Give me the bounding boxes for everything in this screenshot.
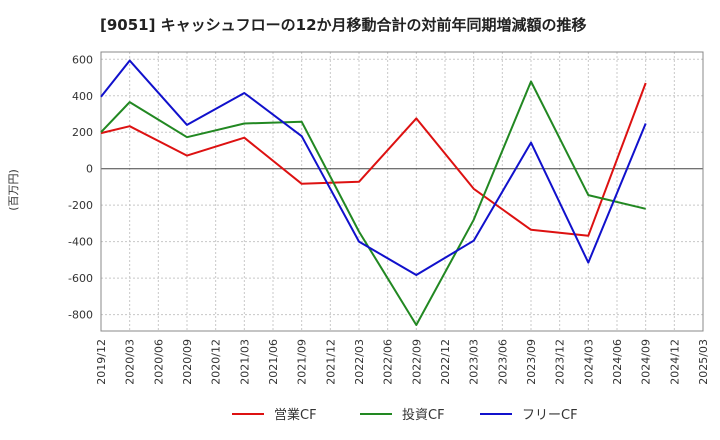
y-tick-label: 200	[72, 126, 93, 139]
x-tick-label: 2020/06	[152, 339, 165, 385]
y-tick-labels: 600 400 200 0 -200 -400 -600 -800	[68, 53, 93, 321]
x-tick-label: 2019/12	[95, 339, 108, 385]
y-tick-label: -800	[68, 309, 93, 322]
axes	[100, 51, 704, 332]
x-tick-label: 2024/03	[582, 339, 595, 385]
series-line-1	[100, 82, 647, 237]
y-tick-label: -200	[68, 199, 93, 212]
chart-title: [9051] キャッシュフローの12か月移動合計の対前年同期増減額の推移	[100, 16, 587, 34]
plot-frame	[100, 51, 704, 332]
x-tick-label: 2023/03	[468, 339, 481, 385]
x-tick-labels: 2019/12 2020/03 2020/06 2020/09 2020/12 2021/…	[95, 339, 710, 385]
x-tick-label: 2022/09	[410, 339, 423, 385]
x-tick-label: 2021/03	[238, 339, 251, 385]
grid-lines	[100, 52, 704, 331]
x-tick-label: 2024/12	[668, 339, 681, 385]
x-tick-label: 2025/03	[697, 339, 710, 385]
x-tick-label: 2020/12	[210, 339, 223, 385]
x-tick-label: 2023/09	[525, 339, 538, 385]
legend-label: フリーCF	[522, 408, 578, 423]
x-tick-label: 2024/09	[640, 339, 653, 385]
x-tick-label: 2021/09	[296, 339, 309, 385]
plot-area	[101, 52, 703, 331]
x-tick-label: 2020/03	[124, 339, 137, 385]
x-tick-label: 2022/12	[439, 339, 452, 385]
y-axis-label: (百万円)	[7, 169, 20, 211]
y-tick-label: 400	[72, 90, 93, 103]
y-tick-label: 600	[72, 53, 93, 66]
series-lines	[100, 59, 647, 326]
series-line-3	[100, 59, 647, 276]
x-tick-label: 2022/06	[382, 339, 395, 385]
x-tick-label: 2022/03	[353, 339, 366, 385]
y-tick-label: -600	[68, 272, 93, 285]
x-tick-label: 2024/06	[611, 339, 624, 385]
legend: 営業CF 投資CF フリーCF	[232, 407, 578, 423]
x-tick-label: 2021/12	[324, 339, 337, 385]
series-line-2	[100, 80, 646, 326]
x-tick-label: 2023/06	[496, 339, 509, 385]
legend-label: 投資CF	[402, 407, 445, 423]
x-tick-label: 2021/06	[267, 339, 280, 385]
x-tick-label: 2020/09	[181, 339, 194, 385]
y-tick-label: -400	[68, 236, 93, 249]
y-tick-label: 0	[86, 163, 93, 176]
x-tick-label: 2023/12	[554, 339, 567, 385]
legend-label: 営業CF	[274, 407, 317, 423]
